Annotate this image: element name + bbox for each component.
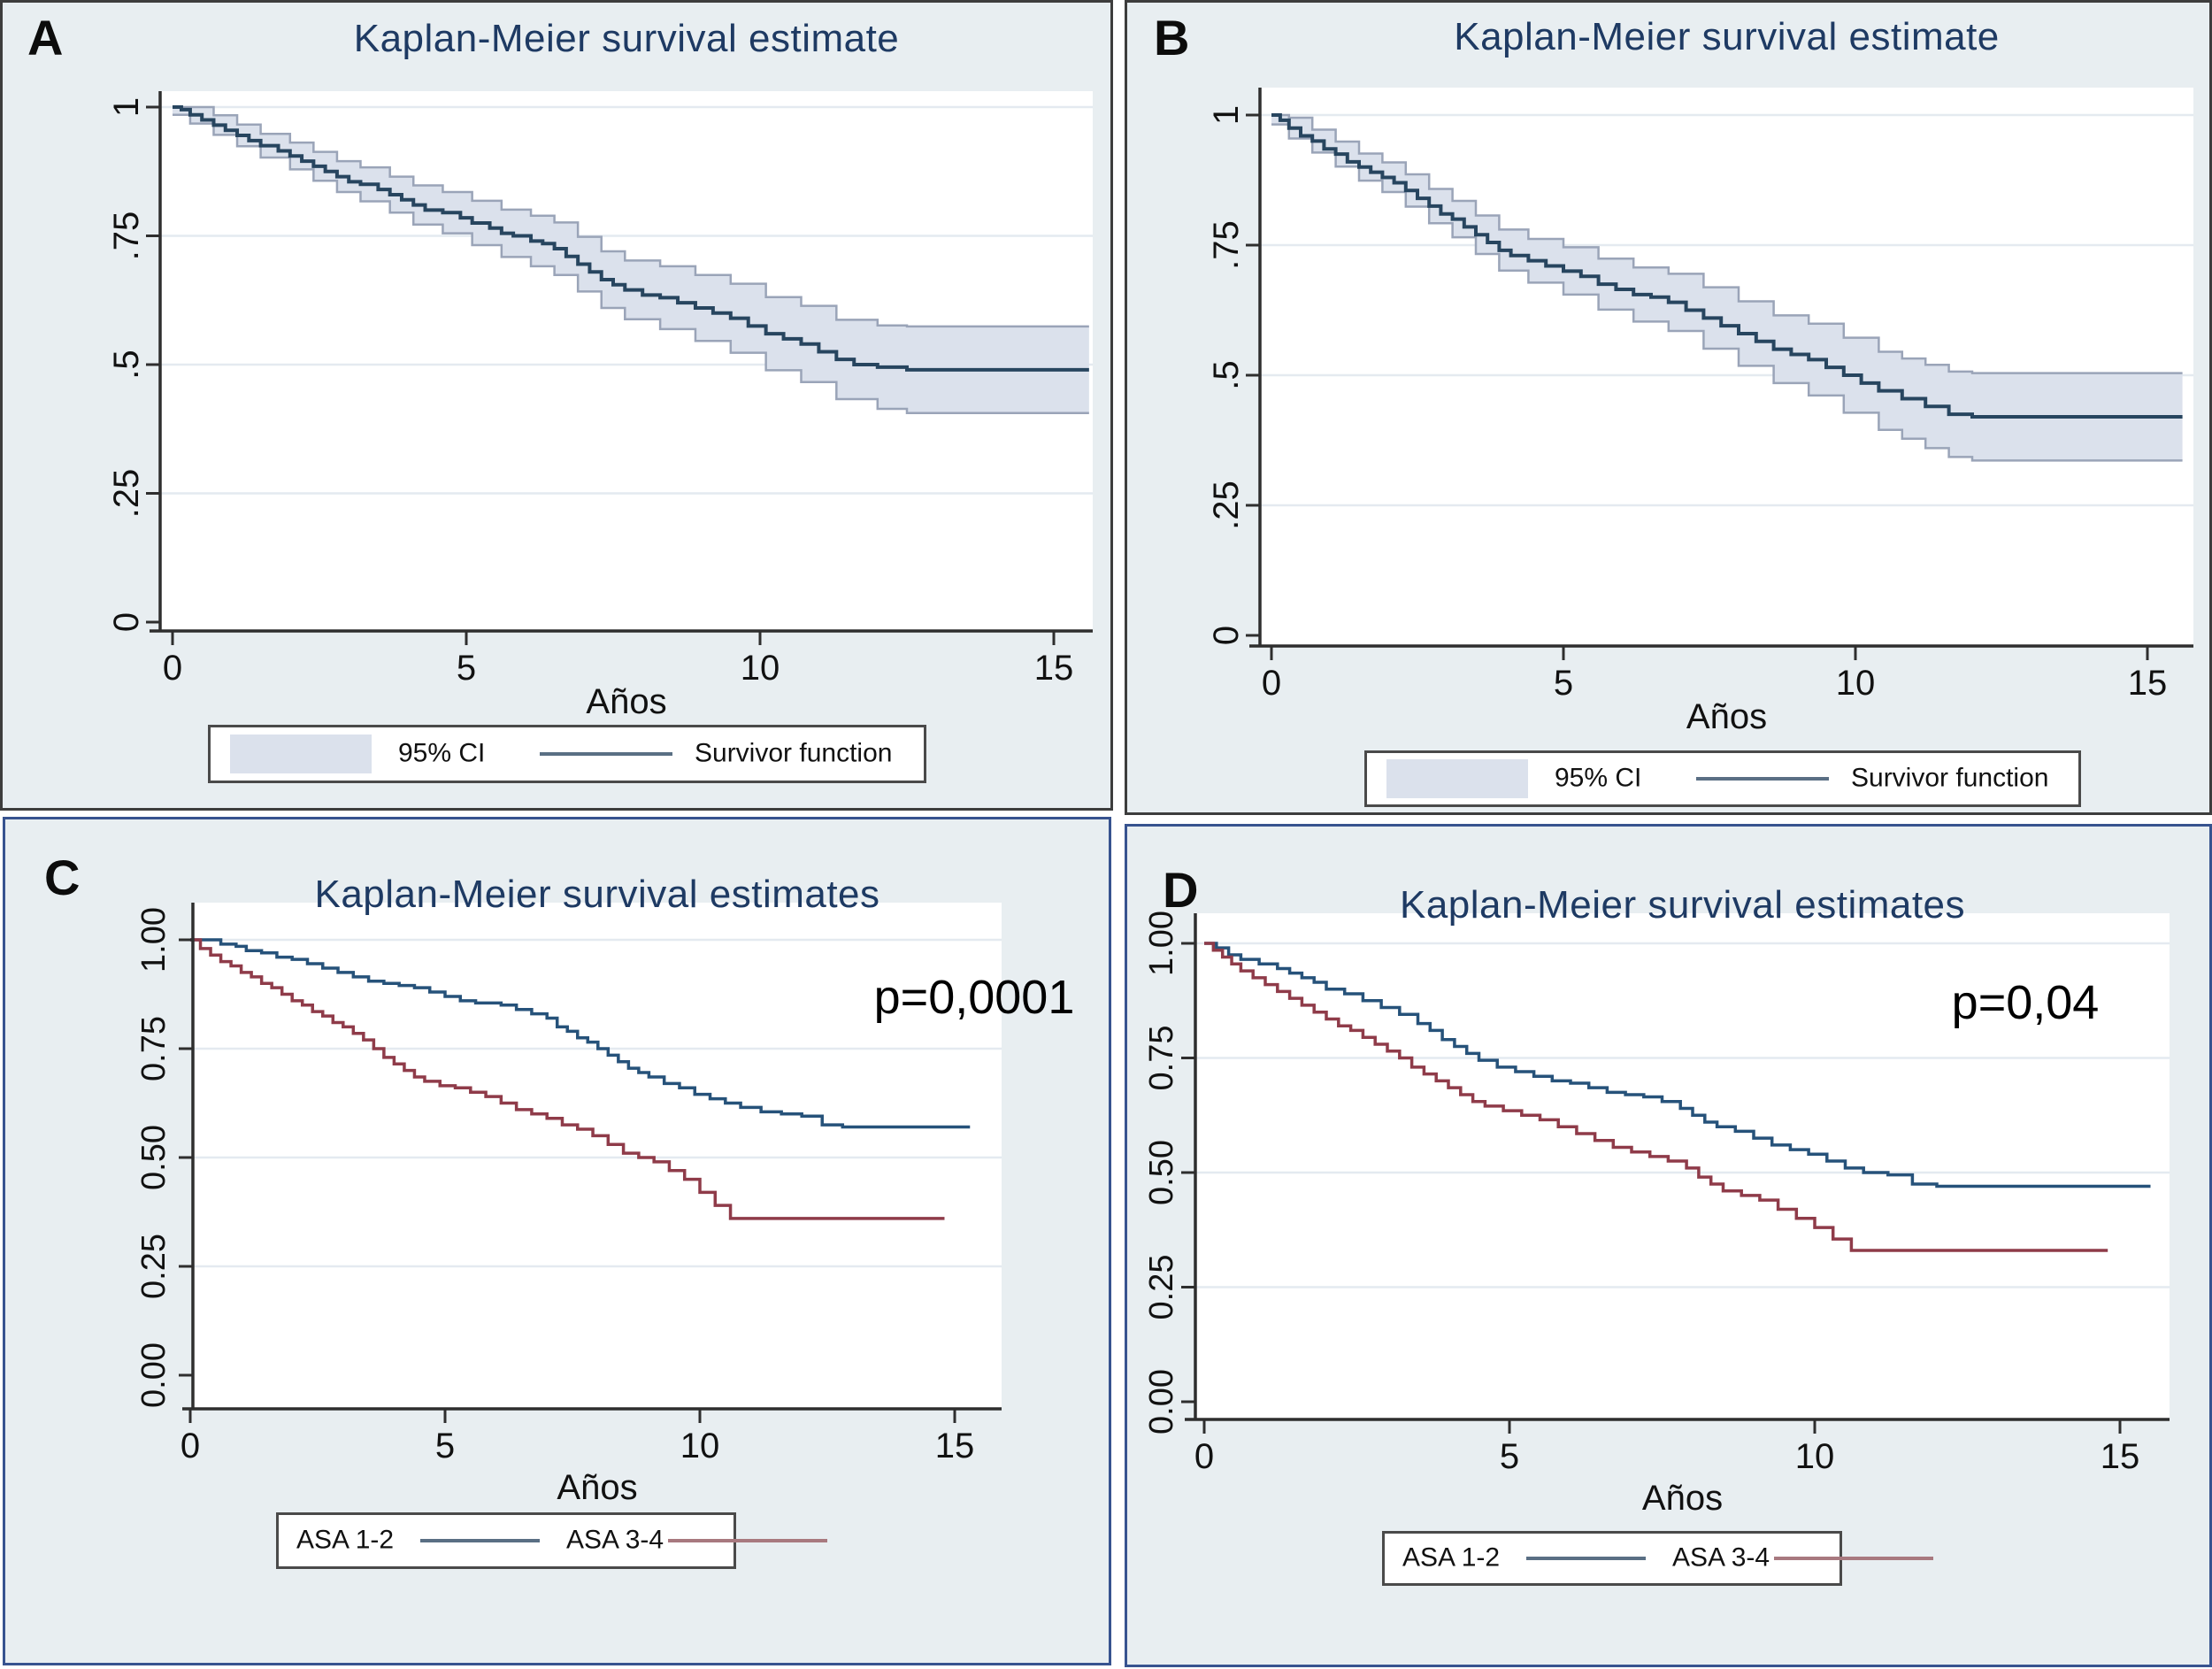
legend-label-survivor: Survivor function (1851, 763, 2049, 793)
asa12-line-sample (1526, 1557, 1646, 1560)
panel-d-letter: D (1163, 862, 1199, 918)
survivor-line-sample (540, 752, 672, 756)
svg-text:Años: Años (557, 1468, 637, 1507)
panel-a: 1 .75 .5 .25 0 0 5 10 15 Años A Kaplan-Meier surv… (0, 0, 1113, 811)
survivor-line-sample (1696, 777, 1829, 781)
panel-b-title: Kaplan-Meier survival estimate (1454, 15, 2000, 58)
svg-text:.75: .75 (107, 212, 146, 261)
panel-b-letter: B (1154, 10, 1190, 65)
legend-label-ci: 95% CI (398, 738, 486, 768)
svg-text:0.75: 0.75 (135, 1016, 173, 1081)
legend-label-ci: 95% CI (1555, 763, 1642, 793)
km-plot-a: 1 .75 .5 .25 00 5 10 15 Años (107, 91, 1093, 721)
panel-b-legend: 95% CI Survivor function (1364, 750, 2081, 807)
svg-text:0: 0 (107, 612, 146, 632)
svg-text:15: 15 (1034, 649, 1074, 688)
p-value-d: p=0,04 (1951, 976, 2100, 1029)
svg-text:1.00: 1.00 (135, 907, 173, 973)
svg-text:.5: .5 (107, 350, 146, 379)
panel-d: 1.00 0.75 0.50 0.25 0.00 0 5 10 15 Años D Kaplan-… (1125, 824, 2212, 1667)
svg-text:5: 5 (435, 1427, 455, 1465)
legend-label-survivor: Survivor function (695, 738, 893, 768)
ci-swatch (1386, 759, 1528, 798)
svg-text:1: 1 (1207, 105, 1246, 125)
legend-label-asa34: ASA 3-4 (566, 1525, 664, 1555)
svg-text:.75: .75 (1207, 220, 1246, 270)
panel-c: 1.00 0.75 0.50 0.25 0.00 0 5 10 15 Años C Kaplan-… (3, 817, 1111, 1665)
panel-c-legend: ASA 1-2 ASA 3-4 (276, 1512, 827, 1569)
svg-text:15: 15 (2101, 1437, 2140, 1476)
svg-text:0.00: 0.00 (135, 1342, 173, 1408)
panel-c-title: Kaplan-Meier survival estimates (314, 873, 880, 916)
panel-d-legend: ASA 1-2 ASA 3-4 (1382, 1531, 1933, 1586)
panel-c-letter: C (44, 850, 81, 905)
svg-text:0: 0 (1207, 626, 1246, 645)
km-plot-b: 1 .75 .5 .25 00 5 10 15 Años (1207, 88, 2193, 736)
panel-a-letter: A (27, 10, 64, 65)
asa34-line-sample (1774, 1557, 1933, 1560)
svg-text:0.50: 0.50 (135, 1125, 173, 1190)
svg-text:10: 10 (1836, 664, 1876, 703)
svg-text:15: 15 (935, 1427, 975, 1465)
legend-label-asa34: ASA 3-4 (1672, 1542, 1770, 1573)
svg-text:0: 0 (1194, 1437, 1214, 1476)
svg-text:0.75: 0.75 (1143, 1026, 1180, 1091)
svg-text:5: 5 (1554, 664, 1573, 703)
svg-text:Años: Años (1642, 1479, 1723, 1518)
svg-text:0: 0 (180, 1427, 200, 1465)
svg-text:0: 0 (163, 649, 182, 688)
panel-a-title: Kaplan-Meier survival estimate (353, 17, 900, 60)
asa12-line-sample (420, 1539, 540, 1542)
svg-text:0.50: 0.50 (1143, 1140, 1180, 1205)
p-value-c: p=0,0001 (873, 971, 1075, 1024)
svg-text:1.00: 1.00 (1143, 911, 1180, 976)
legend-label-asa12: ASA 1-2 (296, 1525, 395, 1555)
svg-text:.25: .25 (1207, 481, 1246, 530)
km-plot-d: 1.00 0.75 0.50 0.25 0.00 0 5 10 15 Años (1143, 911, 2170, 1518)
svg-text:5: 5 (1500, 1437, 1519, 1476)
svg-text:0: 0 (1262, 664, 1281, 703)
svg-text:10: 10 (741, 649, 780, 688)
svg-text:Años: Años (1686, 697, 1767, 736)
asa34-line-sample (668, 1539, 827, 1542)
ci-swatch (230, 735, 372, 773)
svg-text:5: 5 (457, 649, 476, 688)
svg-text:10: 10 (1795, 1437, 1835, 1476)
legend-label-asa12: ASA 1-2 (1402, 1542, 1501, 1573)
svg-text:.25: .25 (107, 469, 146, 519)
km-plot-c: 1.00 0.75 0.50 0.25 0.000 5 10 15 Años (135, 903, 1002, 1507)
svg-text:.5: .5 (1207, 360, 1246, 389)
svg-text:0.25: 0.25 (135, 1234, 173, 1299)
panel-d-title: Kaplan-Meier survival estimates (1399, 883, 1966, 927)
svg-text:15: 15 (2128, 664, 2168, 703)
svg-text:10: 10 (680, 1427, 720, 1465)
svg-text:0.00: 0.00 (1143, 1369, 1180, 1434)
svg-text:1: 1 (107, 97, 146, 117)
panel-b: 1 .75 .5 .25 0 0 5 10 15 Años B Kaplan-Meier surv… (1125, 0, 2212, 815)
svg-text:Años: Años (586, 682, 666, 721)
svg-text:0.25: 0.25 (1143, 1255, 1180, 1320)
panel-a-legend: 95% CI Survivor function (208, 725, 926, 783)
